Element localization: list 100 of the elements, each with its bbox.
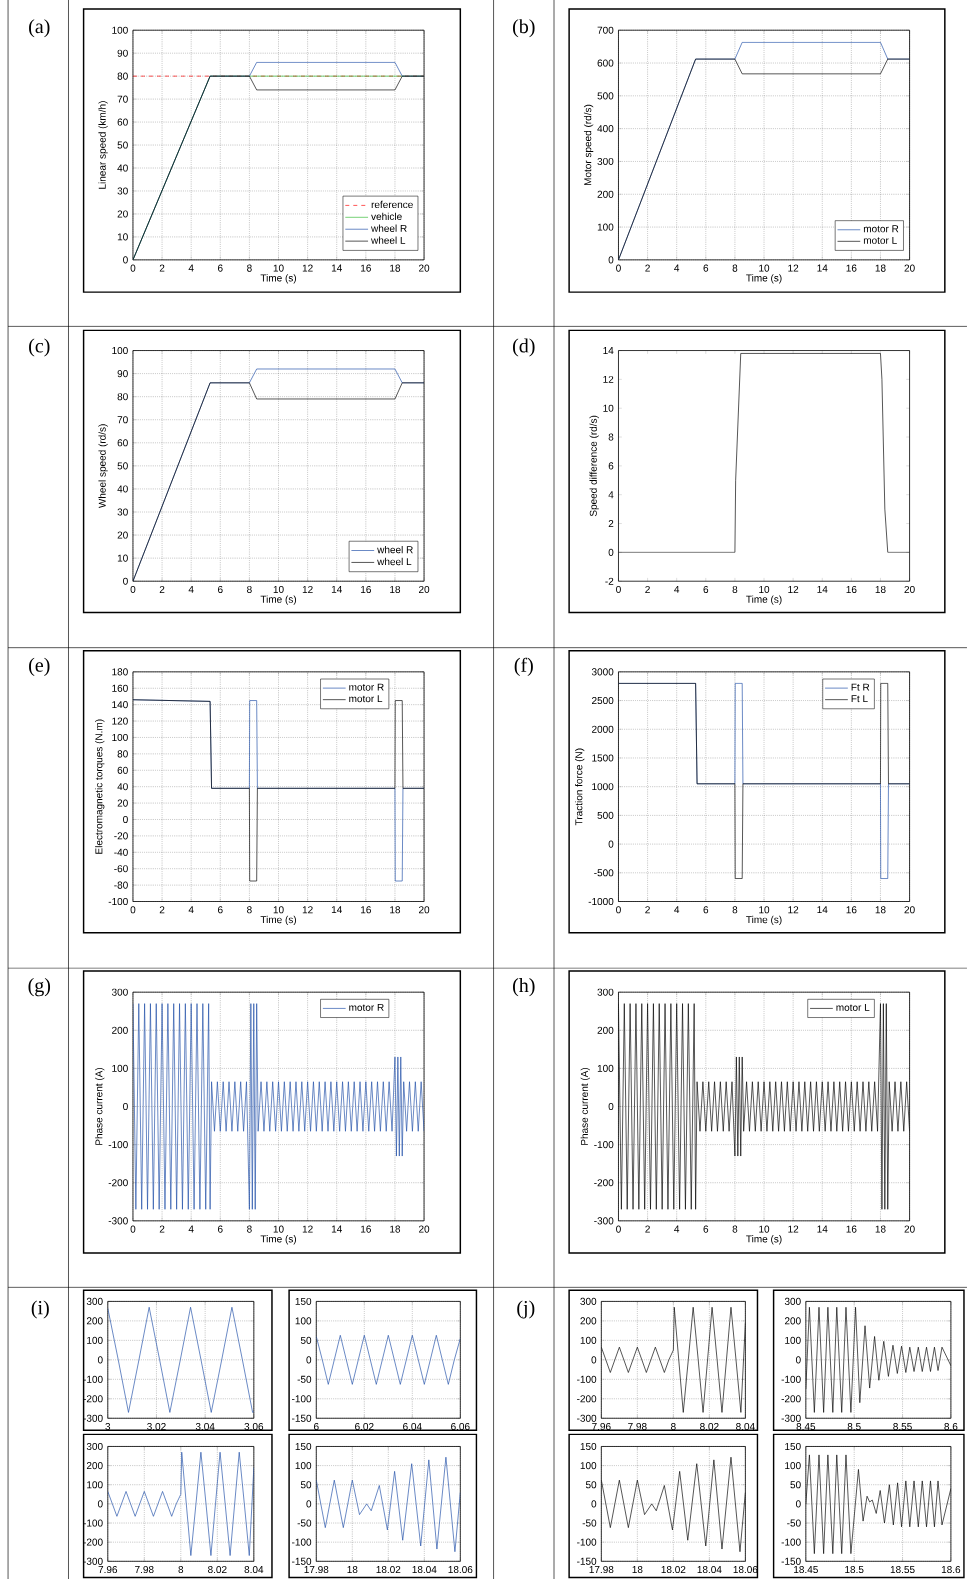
y-axis-title: Traction force (N) — [575, 748, 585, 826]
x-tick-label: 0 — [616, 906, 621, 914]
y-axis-title: Phase current (A) — [95, 1067, 105, 1145]
chart-title: (e) — [29, 657, 50, 676]
y-tick-label: 50 — [300, 1481, 312, 1489]
y-tick-label: -300 — [83, 1414, 103, 1422]
y-tick-label: 0 — [123, 1102, 128, 1111]
x-tick-label: 20 — [904, 906, 915, 914]
y-tick-label: -200 — [594, 1179, 614, 1187]
x-tick-label: 20 — [419, 1225, 430, 1233]
y-tick-label: -20 — [114, 832, 128, 840]
chart-title: (d) — [513, 338, 535, 357]
y-tick-label: -100 — [781, 1375, 801, 1383]
y-tick-label: -150 — [292, 1414, 312, 1422]
y-tick-label: 80 — [117, 750, 128, 758]
y-tick-label: 100 — [295, 1317, 312, 1325]
x-tick-label: 8 — [671, 1422, 676, 1431]
x-tick-label: 18 — [632, 1566, 643, 1574]
x-tick-label: 4 — [674, 264, 680, 272]
x-tick-label: 3.02 — [147, 1422, 166, 1431]
y-tick-label: 0 — [795, 1500, 801, 1508]
y-tick-label: 10 — [117, 554, 128, 562]
x-axis-title: Time (s) — [746, 595, 782, 605]
x-tick-label: 18.04 — [412, 1566, 437, 1574]
x-axis-title: Time (s) — [260, 274, 297, 284]
y-tick-label: -50 — [582, 1519, 597, 1527]
x-tick-label: 3.04 — [195, 1422, 215, 1431]
y-tick-label: -150 — [292, 1557, 312, 1565]
y-tick-label: 60 — [117, 439, 128, 447]
y-tick-label: -100 — [108, 1141, 128, 1149]
x-tick-label: 6 — [314, 1422, 319, 1431]
y-tick-label: -300 — [781, 1414, 801, 1422]
x-tick-label: 20 — [904, 264, 915, 272]
y-tick-label: 100 — [580, 1336, 597, 1344]
x-tick-label: 0 — [616, 585, 621, 593]
y-tick-label: -100 — [594, 1141, 614, 1149]
x-tick-label: 8.02 — [208, 1566, 227, 1574]
x-tick-label: 2 — [645, 906, 650, 914]
y-tick-label: 70 — [117, 416, 128, 424]
x-tick-label: 8.5 — [847, 1422, 861, 1431]
y-tick-label: 150 — [295, 1297, 312, 1305]
x-tick-label: 18 — [390, 264, 401, 272]
x-tick-label: 14 — [817, 585, 828, 593]
y-tick-label: -100 — [577, 1375, 597, 1383]
x-tick-label: 8.04 — [736, 1422, 755, 1431]
y-axis-title: Electromagnetic torques (N.m) — [95, 719, 105, 854]
y-tick-label: 4 — [608, 491, 614, 499]
legend-label: wheel R — [377, 545, 413, 554]
x-axis-title: Time (s) — [260, 915, 297, 926]
y-tick-label: 0 — [795, 1356, 801, 1364]
x-tick-label: 16 — [361, 1225, 371, 1233]
x-tick-label: 18 — [875, 264, 886, 272]
y-tick-label: -60 — [114, 865, 128, 873]
y-tick-label: 50 — [790, 1481, 801, 1489]
y-tick-label: 300 — [111, 988, 128, 996]
y-tick-label: -80 — [114, 881, 128, 889]
legend-label: motor L — [836, 1003, 870, 1011]
y-tick-label: 300 — [597, 988, 614, 996]
x-tick-label: 6.06 — [451, 1422, 470, 1431]
y-tick-label: 200 — [112, 1026, 128, 1034]
x-tick-label: 8 — [178, 1566, 184, 1574]
y-tick-label: 10 — [603, 404, 614, 412]
x-tick-label: 17.98 — [304, 1566, 329, 1574]
legend-label: wheel L — [377, 557, 412, 566]
y-tick-label: 20 — [117, 799, 128, 807]
chart-title: (a) — [29, 19, 50, 38]
y-tick-label: -500 — [594, 869, 614, 877]
y-tick-label: 50 — [585, 1481, 597, 1489]
x-tick-label: 10 — [273, 264, 284, 272]
x-tick-label: 4 — [188, 264, 194, 272]
y-tick-label: 500 — [597, 811, 614, 819]
chart-title: (h) — [513, 978, 535, 997]
y-tick-label: -100 — [781, 1538, 801, 1546]
x-tick-label: 18.02 — [376, 1566, 401, 1574]
x-tick-label: 16 — [846, 1225, 857, 1233]
x-tick-label: 6 — [218, 1225, 223, 1233]
y-tick-label: 100 — [112, 347, 128, 355]
y-tick-label: 150 — [295, 1442, 312, 1451]
chart-title: (j) — [517, 1300, 535, 1319]
x-axis-title: Time (s) — [746, 274, 782, 284]
x-tick-label: 16 — [846, 264, 857, 272]
y-tick-label: 0 — [608, 256, 614, 264]
y-tick-label: 90 — [117, 49, 128, 57]
x-tick-label: 4 — [188, 585, 194, 593]
x-tick-label: 2 — [159, 264, 165, 272]
y-tick-label: -50 — [297, 1519, 312, 1527]
y-tick-label: -150 — [577, 1557, 597, 1565]
x-tick-label: 0 — [616, 264, 621, 272]
y-tick-label: 100 — [295, 1462, 312, 1470]
x-tick-label: 6 — [218, 906, 223, 914]
y-tick-label: 300 — [580, 1297, 597, 1305]
x-axis-title: Time (s) — [746, 915, 782, 926]
x-tick-label: 14 — [817, 906, 828, 914]
y-tick-label: 0 — [608, 548, 614, 556]
y-tick-label: 50 — [117, 141, 128, 149]
x-tick-label: 18 — [875, 585, 886, 593]
y-tick-label: -300 — [577, 1414, 597, 1422]
y-tick-label: 100 — [597, 223, 614, 231]
x-tick-label: 6 — [703, 585, 709, 593]
x-tick-label: 8.02 — [700, 1422, 719, 1431]
